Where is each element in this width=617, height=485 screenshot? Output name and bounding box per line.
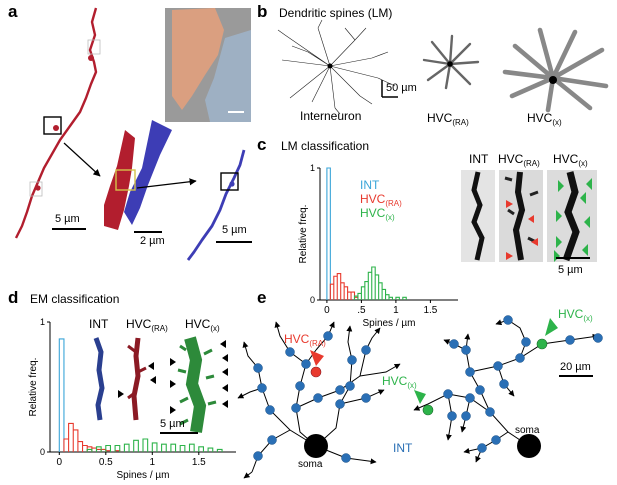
panel-b: b Dendritic spines (LM) 50 µm Interneuro…	[257, 2, 609, 127]
faint-box	[29, 181, 43, 197]
panel-label-e: e	[257, 288, 266, 307]
lm-label-int: INT	[469, 152, 489, 166]
em-reconstruction-hvc-x	[170, 336, 228, 433]
blue-spine-head	[229, 181, 235, 187]
blue-3d-dendrite	[124, 120, 172, 225]
hvc-ra-drawing	[422, 34, 480, 90]
panel-c: c LM classification 0 .5 1 1.5 0 1 Spines / µm…	[257, 135, 597, 329]
panel-d: d EM classification 0 0.5 1 1.5 0 1 Spines / µ…	[8, 288, 236, 481]
x-tick-label: 1.5	[423, 305, 437, 316]
y-tick-label: 0	[310, 295, 315, 305]
em-reconstruction-int	[93, 337, 105, 421]
spine-nodes-right	[443, 315, 603, 453]
x-tick-label: 1.5	[192, 457, 206, 468]
histogram-em: 0 0.5 1 1.5 0 1 Spines / µm Relative freq.	[28, 317, 236, 481]
em-orange-region	[172, 8, 224, 110]
em-label-int: INT	[89, 317, 109, 331]
x-tick-label: .5	[357, 305, 366, 316]
histogram-series-hvcx	[86, 438, 223, 452]
y-tick-label: 0	[40, 447, 45, 457]
label-e-hvc-x-1: HVC(x)	[558, 307, 593, 323]
hvc-ra-node	[310, 366, 322, 378]
histogram-series-int	[58, 338, 65, 452]
panel-a: a 5 µm 2 µm 5 µm	[8, 2, 252, 261]
label-hvc-x: HVC(x)	[527, 111, 562, 127]
lm-image-hvc-x	[547, 170, 597, 262]
lm-image-hvc-ra	[499, 170, 543, 262]
label-e-int: INT	[393, 441, 413, 455]
red-dendrite-trace	[14, 7, 98, 239]
panel-label-b: b	[257, 2, 267, 21]
label-soma-left: soma	[298, 459, 323, 470]
histogram-series-int	[326, 167, 331, 300]
y-tick-label: 1	[40, 317, 45, 327]
panel-label-c: c	[257, 135, 266, 154]
hvc-x-pointer-2	[414, 390, 426, 404]
x-tick-label: 1	[393, 305, 399, 316]
red-3d-dendrite	[104, 130, 135, 230]
scalebar-d-label: 5 µm	[160, 418, 185, 430]
lm-image-int	[461, 170, 495, 262]
scalebar-blue-label: 5 µm	[222, 224, 247, 236]
em-label-hvc-ra: HVC(RA)	[126, 317, 168, 333]
red-spine-head	[88, 55, 94, 61]
y-axis-label: Relative freq.	[28, 358, 39, 417]
histogram-series-hvcra	[329, 273, 359, 300]
label-soma-right: soma	[515, 425, 540, 436]
hvc-ra-pointer	[310, 350, 324, 366]
x-tick-label: 1	[150, 457, 156, 468]
em-label-hvc-x: HVC(x)	[185, 317, 220, 333]
soma-right	[517, 434, 541, 458]
hvc-x-node-2	[422, 404, 434, 416]
hvc-x-node-1	[536, 338, 548, 350]
zoom-box-blue	[220, 172, 239, 191]
lm-label-hvc-ra: HVC(RA)	[498, 152, 540, 168]
label-e-hvc-ra: HVC(RA)	[284, 332, 326, 348]
panel-b-title: Dendritic spines (LM)	[279, 6, 392, 20]
zoom-arrow	[63, 142, 101, 177]
spine-nodes-left	[253, 331, 371, 463]
histogram-lm: 0 .5 1 1.5 0 1 Spines / µm Relative freq.	[298, 163, 458, 329]
scalebar-e-label: 20 µm	[560, 361, 591, 373]
hvc-x-drawing	[502, 27, 609, 113]
zoom-box-yellow	[115, 169, 136, 191]
hvc-x-pointer-1	[545, 318, 558, 336]
zoom-arrow-2	[136, 178, 197, 189]
scalebar-b-label: 50 µm	[386, 82, 417, 94]
faint-box	[87, 39, 101, 55]
y-axis-label: Relative freq.	[298, 205, 309, 264]
blue-dendrite-trace	[186, 149, 246, 261]
panel-label-d: d	[8, 288, 18, 307]
soma-left	[304, 434, 328, 458]
panel-c-title: LM classification	[281, 139, 369, 153]
label-interneuron: Interneuron	[300, 109, 361, 123]
x-tick-label: 0	[57, 457, 63, 468]
x-tick-label: 0.5	[99, 457, 113, 468]
panel-d-title: EM classification	[30, 292, 119, 306]
red-spine-head	[35, 185, 41, 191]
scalebar-c-label: 5 µm	[558, 264, 583, 276]
scalebar-em-label: 2 µm	[140, 235, 165, 247]
interneuron-drawing	[277, 19, 396, 115]
histogram-series-hvcra	[63, 422, 121, 452]
x-axis-label: Spines / µm	[116, 470, 169, 481]
em-micrograph	[165, 8, 251, 122]
label-e-hvc-x-2: HVC(x)	[382, 374, 417, 390]
legend-hvc-x: HVC(x)	[360, 206, 395, 222]
y-tick-label: 1	[310, 163, 315, 173]
em-blue-region	[205, 30, 251, 122]
x-tick-label: 0	[324, 305, 330, 316]
panel-e: e soma	[237, 288, 603, 479]
em-reconstruction-hvc-ra	[118, 337, 156, 421]
lm-label-hvc-x: HVC(x)	[553, 152, 588, 168]
red-spine-head	[53, 125, 59, 131]
legend-int: INT	[360, 178, 380, 192]
legend-hvc-ra: HVC(RA)	[360, 192, 402, 208]
panel-label-a: a	[8, 2, 18, 21]
zoom-box-red	[43, 116, 62, 135]
label-hvc-ra: HVC(RA)	[427, 111, 469, 127]
histogram-series-hvcx	[353, 266, 407, 300]
x-axis-label: Spines / µm	[362, 318, 415, 329]
scalebar-red-label: 5 µm	[55, 213, 80, 225]
